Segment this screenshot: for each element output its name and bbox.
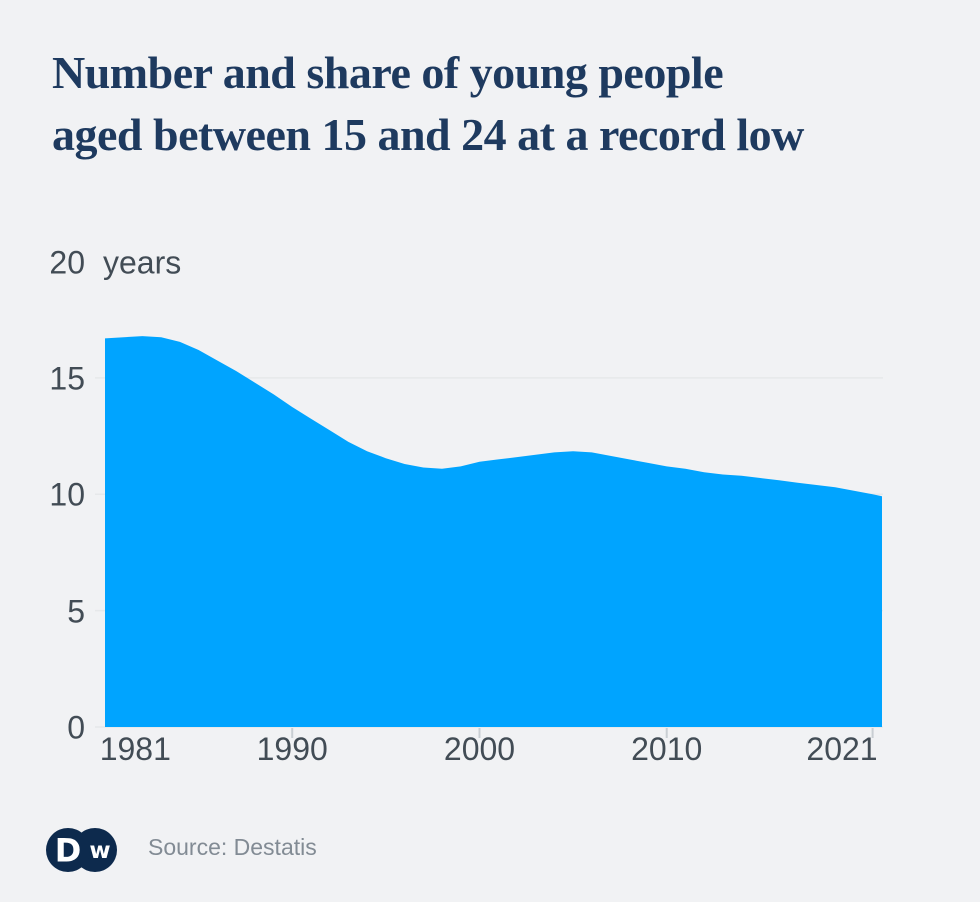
dw-logo-letter-d: D xyxy=(55,832,82,870)
x-axis-label: 2021 xyxy=(806,731,878,767)
y-axis-unit-label: years xyxy=(103,244,182,281)
y-axis-label: 5 xyxy=(67,593,85,630)
dw-logo-circle-left xyxy=(46,828,90,872)
y-axis-label: 10 xyxy=(49,476,85,513)
chart-title-line-1: Number and share of young people xyxy=(52,47,724,98)
chart-footer: D w Source: Destatis xyxy=(0,820,980,882)
area-series xyxy=(105,336,882,727)
y-axis-label: 20 xyxy=(49,244,85,281)
x-axis-label: 1990 xyxy=(256,731,328,767)
dw-logo: D w xyxy=(46,828,117,872)
x-axis-label: 2010 xyxy=(631,731,703,767)
y-axis-label: 15 xyxy=(49,360,85,397)
y-axis-label: 0 xyxy=(67,709,85,746)
x-axis-label: 2000 xyxy=(443,731,516,767)
source-label: Source: Destatis xyxy=(148,834,317,860)
x-axis-label: 1981 xyxy=(99,731,171,767)
chart-title: Number and share of young people aged be… xyxy=(52,42,804,166)
chart-title-line-2: aged between 15 and 24 at a record low xyxy=(52,109,804,160)
dw-logo-letter-w: w xyxy=(89,838,110,864)
x-axis-tick-marks xyxy=(291,728,874,738)
